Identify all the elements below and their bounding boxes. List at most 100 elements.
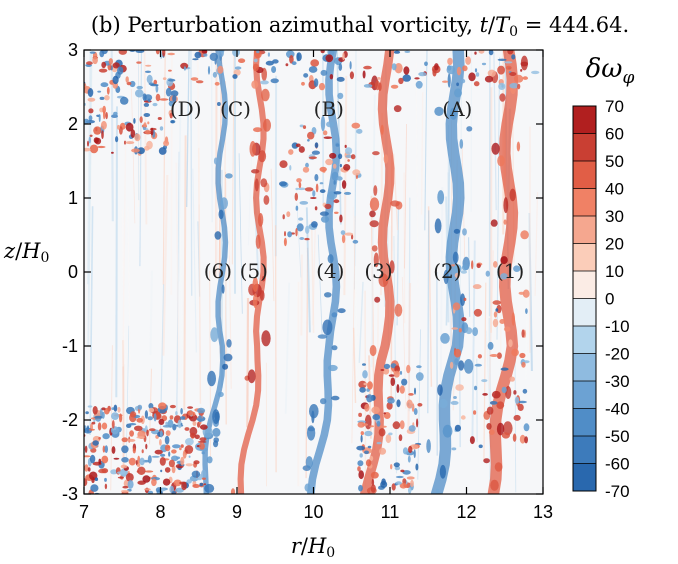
turbulent-eddy (88, 108, 94, 114)
turbulent-eddy (325, 54, 334, 63)
turbulent-eddy (477, 354, 482, 359)
colorbar-tick-label: 50 (605, 152, 624, 171)
turbulent-eddy (512, 433, 517, 442)
turbulent-eddy (89, 51, 96, 54)
turbulent-eddy (307, 139, 310, 142)
turbulent-eddy (129, 80, 136, 88)
turbulent-eddy (252, 63, 259, 72)
vortex-blob (437, 190, 445, 205)
vorticity-streak (317, 234, 323, 336)
vortex-blob (218, 209, 224, 220)
turbulent-eddy (164, 467, 171, 473)
turbulent-eddy (388, 432, 393, 436)
turbulent-eddy (296, 223, 304, 232)
vortex-blob (374, 296, 381, 303)
turbulent-eddy (172, 444, 181, 449)
turbulent-eddy (299, 237, 305, 240)
vortex-blob (463, 359, 474, 374)
turbulent-eddy (476, 263, 481, 269)
turbulent-eddy (351, 234, 354, 240)
turbulent-eddy (113, 111, 118, 116)
turbulent-eddy (148, 403, 154, 409)
vortex-blob (447, 73, 451, 88)
vortex-blob (357, 466, 361, 472)
turbulent-eddy (89, 454, 96, 464)
turbulent-eddy (168, 69, 172, 72)
vortex-blob (336, 76, 345, 82)
turbulent-eddy (104, 477, 107, 482)
vortex-blob (212, 427, 221, 437)
turbulent-eddy (302, 125, 307, 129)
turbulent-eddy (84, 455, 91, 458)
vorticity-streak (192, 168, 197, 353)
vortex-blob (460, 293, 466, 307)
turbulent-eddy (313, 78, 319, 87)
turbulent-eddy (500, 273, 508, 280)
turbulent-eddy (514, 396, 520, 404)
vorticity-streak (427, 210, 430, 414)
turbulent-eddy (380, 369, 385, 371)
turbulent-eddy (501, 432, 510, 439)
turbulent-eddy (378, 447, 387, 455)
turbulent-eddy (434, 63, 439, 71)
turbulent-eddy (84, 118, 90, 124)
vorticity-streak (352, 327, 357, 404)
turbulent-eddy (89, 144, 99, 154)
turbulent-eddy (387, 397, 395, 404)
vortex-blob (223, 353, 233, 362)
turbulent-eddy (199, 437, 207, 442)
vortex-blob (434, 106, 444, 116)
turbulent-eddy (325, 158, 333, 166)
turbulent-eddy (167, 52, 175, 56)
colorbar-segment (573, 298, 596, 327)
turbulent-eddy (403, 66, 410, 75)
turbulent-eddy (101, 411, 105, 419)
colorbar-segment (573, 106, 596, 134)
turbulent-eddy (493, 261, 498, 268)
turbulent-eddy (119, 126, 123, 135)
turbulent-eddy (286, 211, 291, 218)
vortex-blob (226, 339, 232, 348)
turbulent-eddy (522, 388, 528, 394)
turbulent-eddy (454, 264, 462, 273)
colorbar-segment (573, 408, 596, 437)
vortex-blob (209, 52, 218, 62)
turbulent-eddy (137, 147, 145, 155)
turbulent-eddy (320, 50, 325, 54)
vortex-blob (383, 154, 389, 164)
vorticity-streak (415, 62, 419, 289)
colorbar-label: δωφ (586, 54, 635, 88)
vorticity-streak (210, 50, 213, 223)
turbulent-eddy (108, 58, 114, 65)
turbulent-eddy (180, 422, 183, 426)
turbulent-eddy (311, 221, 318, 228)
turbulent-eddy (521, 329, 525, 338)
turbulent-eddy (192, 58, 199, 61)
y-tick-label: 0 (68, 262, 78, 282)
turbulent-eddy (111, 446, 116, 454)
turbulent-eddy (168, 78, 176, 82)
turbulent-eddy (160, 488, 166, 492)
turbulent-eddy (314, 142, 319, 149)
turbulent-eddy (145, 443, 148, 450)
vorticity-streak (177, 101, 182, 282)
turbulent-eddy (92, 440, 99, 446)
vorticity-streak (354, 50, 357, 218)
annotation-6: (6) (204, 259, 232, 283)
turbulent-eddy (148, 407, 155, 413)
turbulent-eddy (94, 477, 99, 482)
vortex-blob (263, 118, 271, 132)
turbulent-eddy (136, 85, 143, 90)
turbulent-eddy (390, 464, 393, 470)
turbulent-eddy (332, 163, 337, 169)
turbulent-eddy (279, 160, 288, 169)
turbulent-eddy (417, 403, 423, 407)
turbulent-eddy (117, 124, 120, 130)
vortex-blob (503, 197, 509, 214)
turbulent-eddy (358, 412, 362, 417)
turbulent-eddy (394, 365, 401, 373)
vortex-blob (491, 142, 500, 155)
turbulent-eddy (319, 166, 327, 172)
turbulent-eddy (92, 406, 98, 415)
turbulent-eddy (424, 61, 428, 67)
